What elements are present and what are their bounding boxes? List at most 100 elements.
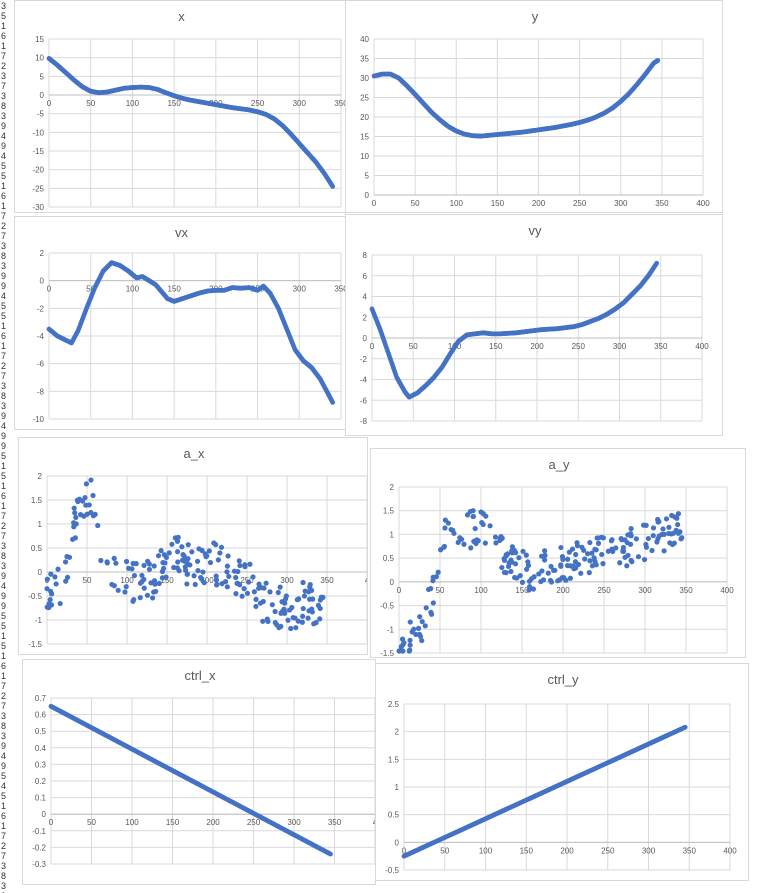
data-point: [214, 582, 220, 588]
data-point: [233, 574, 239, 581]
chart-a_x-svg: a_x21.510.50-0.5-1-1.5050100150200250300…: [28, 446, 367, 649]
series-points: [44, 477, 326, 632]
x-tick-label: 100: [126, 99, 140, 108]
x-tick-label: 200: [556, 586, 570, 595]
data-point: [53, 581, 59, 587]
data-point: [224, 563, 231, 569]
x-tick-label: 200: [200, 576, 214, 585]
x-tick-label: 0: [49, 818, 54, 827]
data-point: [278, 610, 284, 616]
y-tick-label: 0.4: [35, 744, 47, 753]
data-point: [219, 581, 225, 587]
y-tick-label: 0.7: [35, 694, 47, 703]
data-point: [413, 631, 419, 637]
data-point: [592, 546, 598, 552]
row-number: 1: [1, 461, 7, 471]
y-tick-label: 0.3: [35, 760, 47, 769]
row-number: 1: [1, 631, 7, 641]
x-tick-label: 250: [247, 818, 261, 827]
data-point: [146, 566, 153, 573]
data-point: [295, 596, 302, 602]
row-number: 3: [1, 261, 7, 271]
x-tick-label: 250: [573, 199, 587, 208]
chart-a_y[interactable]: a_y 2 1.5 1 0.5 0 -0.5 -1 -1.5 0 50 100 150 200 250 300…: [370, 448, 746, 658]
x-tick-label: 250: [601, 846, 615, 855]
data-point: [407, 642, 413, 648]
data-point: [290, 614, 296, 621]
data-point: [430, 600, 436, 606]
data-point: [181, 558, 187, 564]
row-number: 2: [1, 841, 7, 851]
chart-a_x[interactable]: a_x21.510.50-0.5-1-1.5050100150200250300…: [18, 437, 368, 655]
data-point: [175, 559, 181, 565]
data-point: [591, 555, 597, 561]
y-tick-label: 2: [40, 249, 45, 258]
data-point: [558, 563, 564, 569]
row-number: 4: [1, 291, 7, 301]
data-point: [409, 629, 415, 635]
data-point: [428, 609, 434, 615]
data-point: [213, 577, 220, 583]
x-tick-label: 150: [515, 586, 529, 595]
chart-x[interactable]: x151050-5-10-15-20-25-300501001502002503…: [14, 0, 347, 213]
y-tick-label: -15: [32, 147, 44, 156]
x-tick-label: 50: [436, 586, 445, 595]
data-point: [122, 589, 128, 595]
row-number: 9: [1, 591, 7, 601]
data-point: [300, 613, 306, 619]
chart-ctrl_y[interactable]: ctrl_y 2.5 2 1.5 1 0.5 0 -0.5 0 50 100 150 200 250 300…: [375, 663, 749, 881]
data-point: [159, 568, 166, 575]
data-point: [435, 569, 441, 575]
row-number: 9: [1, 271, 7, 281]
y-tick-label: 0.6: [35, 711, 47, 720]
x-tick-label: 0: [397, 586, 402, 595]
data-point: [307, 581, 313, 588]
data-point: [267, 589, 273, 595]
data-point: [617, 560, 623, 566]
y-tick-label: 15: [35, 35, 44, 44]
data-point: [542, 557, 548, 563]
y-tick-label: 40: [360, 35, 369, 44]
data-point: [493, 540, 499, 546]
data-point: [567, 563, 573, 569]
x-tick-label: 350: [334, 99, 347, 108]
x-tick-label: 300: [293, 99, 307, 108]
data-point: [417, 614, 423, 620]
y-tick-label: 2: [390, 483, 395, 492]
chart-ctrl_x[interactable]: ctrl_x 0.7 0.6 0.5 0.4 0.3 0.2 0.1 0 -0.1 -0.2 -0.3…: [22, 659, 376, 885]
data-point: [63, 578, 69, 584]
chart-y[interactable]: y 40 35 30 25 20 15 10 5 0 0 50 100 150 200 250 300 350 40…: [345, 0, 723, 213]
y-tick-label: 10: [35, 54, 44, 63]
row-number: 3: [1, 401, 7, 411]
row-number: 9: [1, 411, 7, 421]
data-point: [246, 579, 252, 585]
x-tick-label: 50: [411, 199, 420, 208]
y-tick-label: 0.1: [35, 794, 47, 803]
y-tick-label: -5: [37, 110, 45, 119]
data-point: [72, 510, 78, 516]
y-tick-label: -1.5: [380, 649, 394, 658]
data-point: [643, 541, 649, 548]
x-tick-label: 300: [642, 846, 656, 855]
chart-title: a_y: [549, 457, 570, 472]
data-point: [233, 591, 239, 597]
data-point: [247, 561, 253, 567]
row-number: 1: [1, 341, 7, 351]
chart-x-svg: x151050-5-10-15-20-25-300501001502002503…: [32, 9, 347, 212]
row-number: 3: [1, 861, 7, 871]
data-point: [272, 608, 278, 615]
data-point: [526, 587, 532, 593]
data-point: [171, 564, 177, 571]
data-point: [628, 526, 634, 532]
data-point: [660, 526, 666, 532]
x-tick-label: 100: [479, 846, 493, 855]
row-number: 9: [1, 141, 7, 151]
data-point: [512, 574, 518, 581]
y-tick-label: -10: [32, 415, 44, 424]
row-number: 8: [1, 721, 7, 731]
y-tick-label: 0: [38, 568, 43, 577]
data-point: [505, 563, 512, 570]
